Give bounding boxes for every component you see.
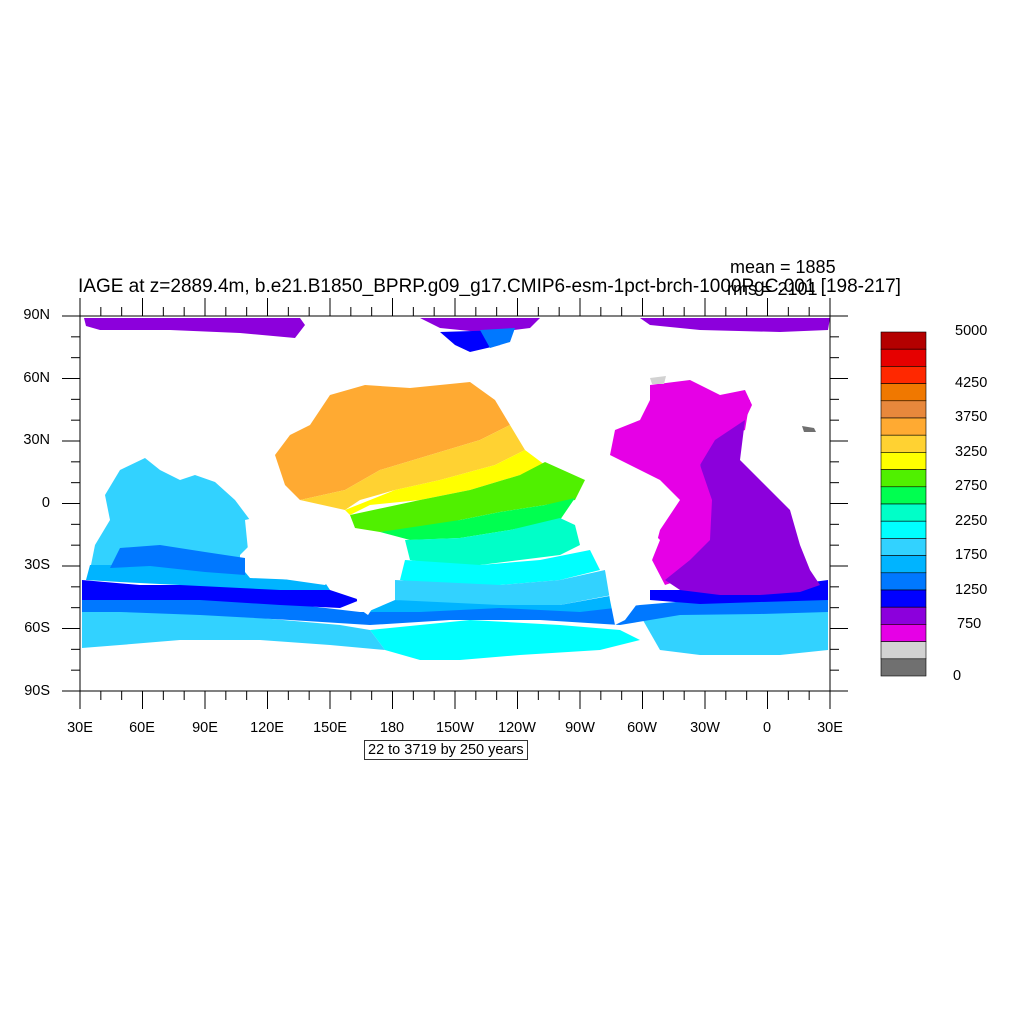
x-tick-label: 30E <box>67 720 93 736</box>
plot-title: IAGE at z=2889.4m, b.e21.B1850_BPRP.g09_… <box>78 276 901 297</box>
colorbar-box <box>880 572 927 591</box>
colorbar-label: 3250 <box>955 444 988 460</box>
colorbar-box <box>880 624 927 642</box>
x-tick-label: 120W <box>498 720 536 736</box>
contour-info-box: 22 to 3719 by 250 years <box>364 740 528 760</box>
rms-stat: rms = 2101 <box>727 279 818 299</box>
colorbar-box <box>880 658 927 677</box>
colorbar-box <box>880 606 927 625</box>
x-tick-label: 90W <box>565 720 595 736</box>
y-tick-label: 90N <box>23 307 50 323</box>
south-pacific-lightblue <box>395 570 612 605</box>
colorbar-box <box>880 400 927 419</box>
indian-ocean <box>90 458 255 575</box>
x-tick-label: 180 <box>379 720 405 736</box>
x-tick-label: 90E <box>192 720 218 736</box>
mean-stat: mean = 1885 <box>730 257 836 277</box>
southern-ocean-sky <box>82 610 385 650</box>
arctic-ocean <box>84 318 305 338</box>
southern-ocean-azure <box>82 595 828 625</box>
x-tick-label: 30E <box>817 720 843 736</box>
labrador-sea <box>720 390 752 420</box>
ocean-field <box>82 318 830 660</box>
colorbar-box <box>880 366 927 384</box>
x-tick-label: 150W <box>436 720 474 736</box>
arctic-ocean-atlantic <box>640 318 830 332</box>
colorbar-label: 750 <box>957 616 982 632</box>
indian-ocean-south <box>86 565 330 590</box>
colorbar-box <box>880 434 927 453</box>
y-tick-label: 60N <box>23 370 50 386</box>
colorbar-label: 1750 <box>955 547 988 563</box>
colorbar-label: 2250 <box>955 513 988 529</box>
south-pacific-cyan <box>400 550 600 585</box>
y-tick-label: 30N <box>23 432 50 448</box>
colorbar <box>880 331 927 677</box>
x-tick-label: 0 <box>762 720 772 736</box>
y-tick-label: 60S <box>24 620 50 636</box>
colorbar-box <box>880 417 927 436</box>
colorbar-box <box>880 503 927 522</box>
y-tick-label: 90S <box>24 683 50 699</box>
x-tick-label: 60E <box>129 720 155 736</box>
x-tick-label: 60W <box>627 720 657 736</box>
y-tick-label: 30S <box>24 557 50 573</box>
x-tick-label: 120E <box>250 720 284 736</box>
colorbar-box <box>880 589 927 608</box>
land-new-zealand <box>355 580 378 615</box>
south-atlantic-violet <box>665 420 820 595</box>
north-atlantic-magenta <box>610 380 750 585</box>
indian-ocean-azure <box>110 545 245 575</box>
colorbar-label: 0 <box>953 668 962 684</box>
x-tick-label: 30W <box>690 720 720 736</box>
colorbar-box <box>880 348 927 367</box>
colorbar-box <box>880 520 927 539</box>
colorbar-label: 1250 <box>955 582 988 598</box>
colorbar-box <box>880 538 927 556</box>
colorbar-label: 5000 <box>955 323 988 339</box>
equatorial-pacific-green2 <box>380 498 575 540</box>
tropical-pacific-yellow <box>345 450 545 515</box>
y-tick-label: 0 <box>41 495 50 511</box>
colorbar-label: 3750 <box>955 409 988 425</box>
gray-patch <box>650 376 666 384</box>
colorbar-label: 4250 <box>955 375 988 391</box>
colorbar-box <box>880 486 927 505</box>
equatorial-pacific <box>350 462 585 532</box>
colorbar-box <box>880 331 927 350</box>
colorbar-label: 2750 <box>955 478 988 494</box>
colorbar-box <box>880 641 927 660</box>
southern-ocean-sky-east <box>640 608 828 655</box>
axis-ticks <box>62 298 848 709</box>
land-south-america <box>595 515 660 625</box>
land-australia <box>245 512 345 585</box>
southern-ocean-cyan <box>370 620 640 660</box>
subtropical-pacific <box>300 425 525 510</box>
gray-patch-2 <box>802 426 816 432</box>
north-pacific-orange <box>275 382 510 500</box>
south-pacific-teal <box>405 518 580 565</box>
x-tick-label: 150E <box>313 720 347 736</box>
colorbar-box <box>880 452 927 470</box>
colorbar-box <box>880 383 927 402</box>
colorbar-box <box>880 555 927 574</box>
arctic-ocean-east <box>420 318 540 333</box>
colorbar-box <box>880 469 927 488</box>
arctic-azure <box>480 328 515 348</box>
